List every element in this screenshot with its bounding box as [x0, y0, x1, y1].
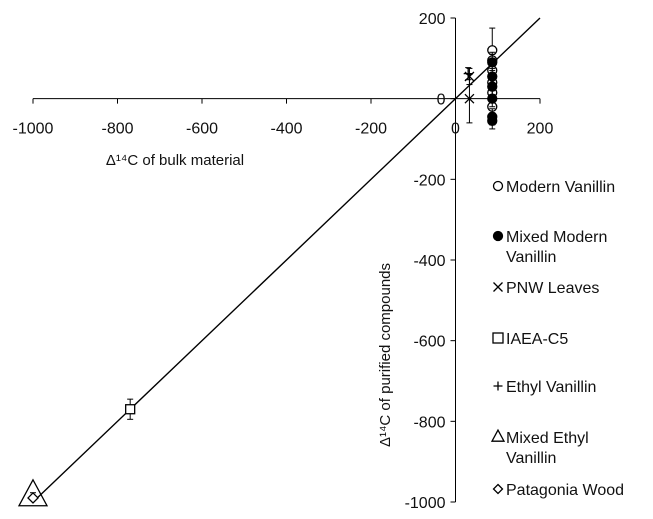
data-point	[125, 404, 136, 415]
series-ethyl-vanillin	[463, 67, 473, 81]
data-point	[487, 115, 498, 126]
x-axis-title: Δ¹⁴C of bulk material	[106, 152, 244, 169]
y-tick-label: -800	[413, 414, 445, 431]
data-point	[27, 492, 39, 504]
x-tick-label: -600	[186, 121, 218, 138]
legend-marker	[492, 332, 504, 344]
legend-item: Ethyl Vanillin	[493, 379, 596, 396]
legend-marker	[493, 381, 503, 391]
x-tick-label: -200	[355, 121, 387, 138]
reference-line-layer	[32, 17, 541, 503]
y-tick-label: 0	[437, 92, 446, 109]
series-patagonia-wood	[27, 492, 39, 504]
legend-label: IAEA-C5	[506, 331, 568, 348]
y-tick-label: -400	[413, 253, 445, 270]
legend-label: PNW Leaves	[506, 280, 599, 297]
legend-marker	[493, 282, 503, 292]
legend-marker	[490, 428, 506, 442]
y-tick-label: -600	[413, 334, 445, 351]
legend-label: Modern Vanillin	[506, 179, 615, 196]
legend-marker	[492, 483, 504, 495]
data-point	[487, 93, 498, 104]
legend: Modern Vanillin Mixed Modern Vanillin PNW L…	[490, 179, 624, 499]
legend-label: Vanillin	[506, 450, 556, 467]
legend-label: Ethyl Vanillin	[506, 379, 596, 396]
x-tick-label: -1000	[13, 121, 54, 138]
data-point	[487, 81, 498, 92]
data-point	[464, 93, 475, 104]
legend-item: Mixed Ethyl Vanillin	[490, 428, 589, 467]
legend-item: Patagonia Wood	[492, 482, 624, 499]
y-tick-label: 200	[419, 11, 446, 28]
series-mixed-modern-vanillin	[487, 53, 498, 130]
legend-item: Modern Vanillin	[492, 179, 615, 196]
y-tick-label: -1000	[405, 495, 446, 512]
legend-item: PNW Leaves	[493, 280, 599, 297]
axes	[32, 17, 541, 503]
tick-labels: -1000 -800 -600 -400 -200 0 200 200 0 -200 -400 -60…	[13, 11, 554, 512]
legend-marker	[492, 230, 504, 242]
y-tick-label: -200	[413, 172, 445, 189]
legend-label: Vanillin	[506, 249, 556, 266]
x-tick-label: -800	[101, 121, 133, 138]
legend-label: Mixed Modern	[506, 229, 607, 246]
x-tick-label: 200	[527, 121, 554, 138]
legend-item: IAEA-C5	[492, 331, 568, 348]
one-to-one-line	[32, 17, 541, 503]
data-points	[17, 27, 498, 507]
data-point	[463, 69, 473, 79]
legend-label: Mixed Ethyl	[506, 430, 589, 447]
legend-item: Mixed Modern Vanillin	[492, 229, 607, 266]
legend-marker	[492, 180, 504, 192]
y-axis-title: Δ¹⁴C of purified compounds	[377, 263, 394, 447]
series-iaea-c5	[125, 398, 136, 420]
series-pnw-leaves	[464, 67, 475, 124]
data-point	[17, 478, 49, 507]
data-point	[487, 57, 498, 68]
x-tick-label: 0	[451, 121, 460, 138]
x-tick-label: -400	[270, 121, 302, 138]
legend-label: Patagonia Wood	[506, 482, 624, 499]
